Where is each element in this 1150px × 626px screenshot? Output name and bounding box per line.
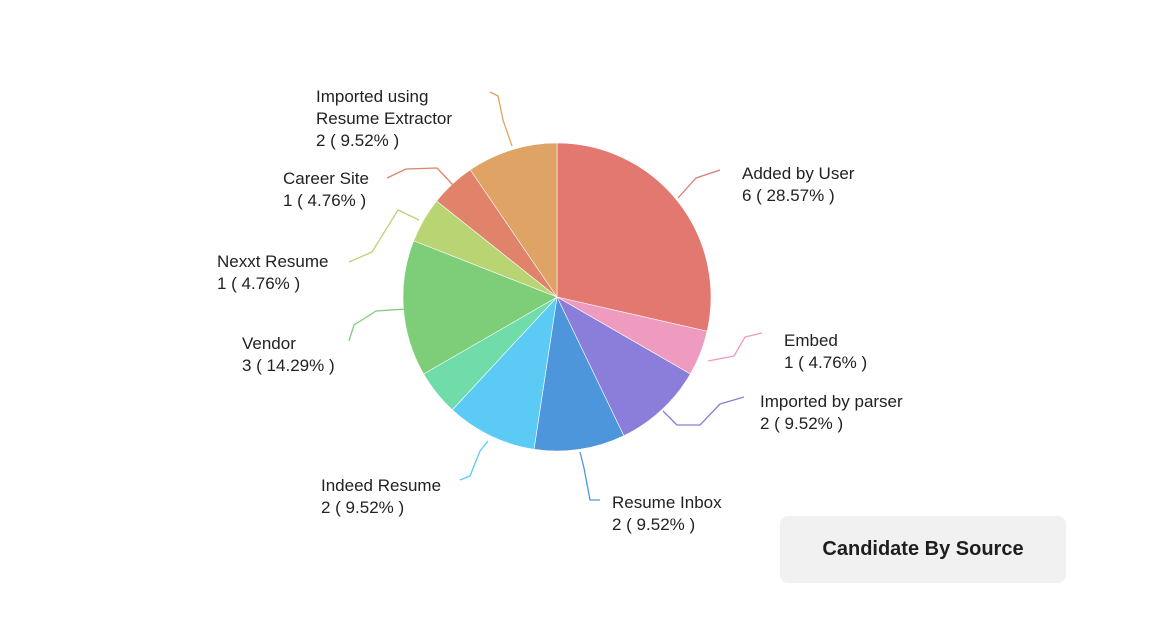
slice-label-name: Embed	[784, 331, 838, 350]
leader-line	[459, 440, 489, 481]
slice-label-name: Resume Extractor	[316, 109, 452, 128]
slice-label: Embed 1 ( 4.76% )	[784, 331, 867, 372]
pie-slices	[402, 142, 712, 452]
leader-line	[386, 167, 454, 186]
leader-line	[489, 91, 513, 147]
slice-label: Vendor 3 ( 14.29% )	[242, 334, 335, 375]
leader-line	[707, 332, 763, 362]
chart-caption: Candidate By Source	[822, 538, 1024, 560]
slice-label-name: Career Site	[283, 169, 369, 188]
slice-label-value: 1 ( 4.76% )	[784, 353, 867, 372]
pie-slice-added-by-user[interactable]	[556, 142, 712, 332]
leader-line	[662, 396, 745, 426]
slice-label-value: 2 ( 9.52% )	[760, 414, 843, 433]
slice-label-name: Resume Inbox	[612, 493, 722, 512]
slice-labels: Added by User 6 ( 28.57% ) Embed 1 ( 4.76% …	[217, 87, 903, 534]
slice-label: Career Site 1 ( 4.76% )	[283, 169, 369, 210]
slice-label-value: 1 ( 4.76% )	[217, 274, 300, 293]
slice-label-value: 1 ( 4.76% )	[283, 191, 366, 210]
slice-label-value: 3 ( 14.29% )	[242, 356, 335, 375]
pie-slice-imported-by-parser[interactable]	[556, 296, 691, 437]
slice-label-value: 2 ( 9.52% )	[321, 498, 404, 517]
leader-line	[348, 308, 407, 342]
leader-line	[348, 209, 420, 263]
slice-label: Imported using Resume Extractor 2 ( 9.52% …	[316, 87, 452, 150]
pie-slice-vendor[interactable]	[402, 240, 558, 375]
pie-slice-indeed-resume[interactable]	[451, 296, 558, 450]
slice-label-name: Vendor	[242, 334, 296, 353]
slice-label-name: Added by User	[742, 164, 855, 183]
leader-line	[677, 169, 721, 199]
leader-lines	[348, 91, 763, 501]
pie-slice-imported-using-resume-extractor[interactable]	[469, 142, 558, 298]
chart-caption-card: Candidate By Source	[780, 516, 1066, 583]
slice-label: Nexxt Resume 1 ( 4.76% )	[217, 252, 328, 293]
slice-label-value: 2 ( 9.52% )	[316, 131, 399, 150]
slice-label-name: Imported by parser	[760, 392, 903, 411]
slice-label-name: Indeed Resume	[321, 476, 441, 495]
slice-label: Added by User 6 ( 28.57% )	[742, 164, 855, 205]
slice-label: Imported by parser 2 ( 9.52% )	[760, 392, 903, 433]
slice-label-value: 6 ( 28.57% )	[742, 186, 835, 205]
slice-label-name: Imported using	[316, 87, 428, 106]
slice-label-name: Nexxt Resume	[217, 252, 328, 271]
pie-slice-resume-inbox[interactable]	[533, 295, 625, 452]
leader-line	[579, 451, 600, 501]
slice-label: Resume Inbox 2 ( 9.52% )	[612, 493, 722, 534]
slice-label-value: 2 ( 9.52% )	[612, 515, 695, 534]
slice-label: Indeed Resume 2 ( 9.52% )	[321, 476, 441, 517]
